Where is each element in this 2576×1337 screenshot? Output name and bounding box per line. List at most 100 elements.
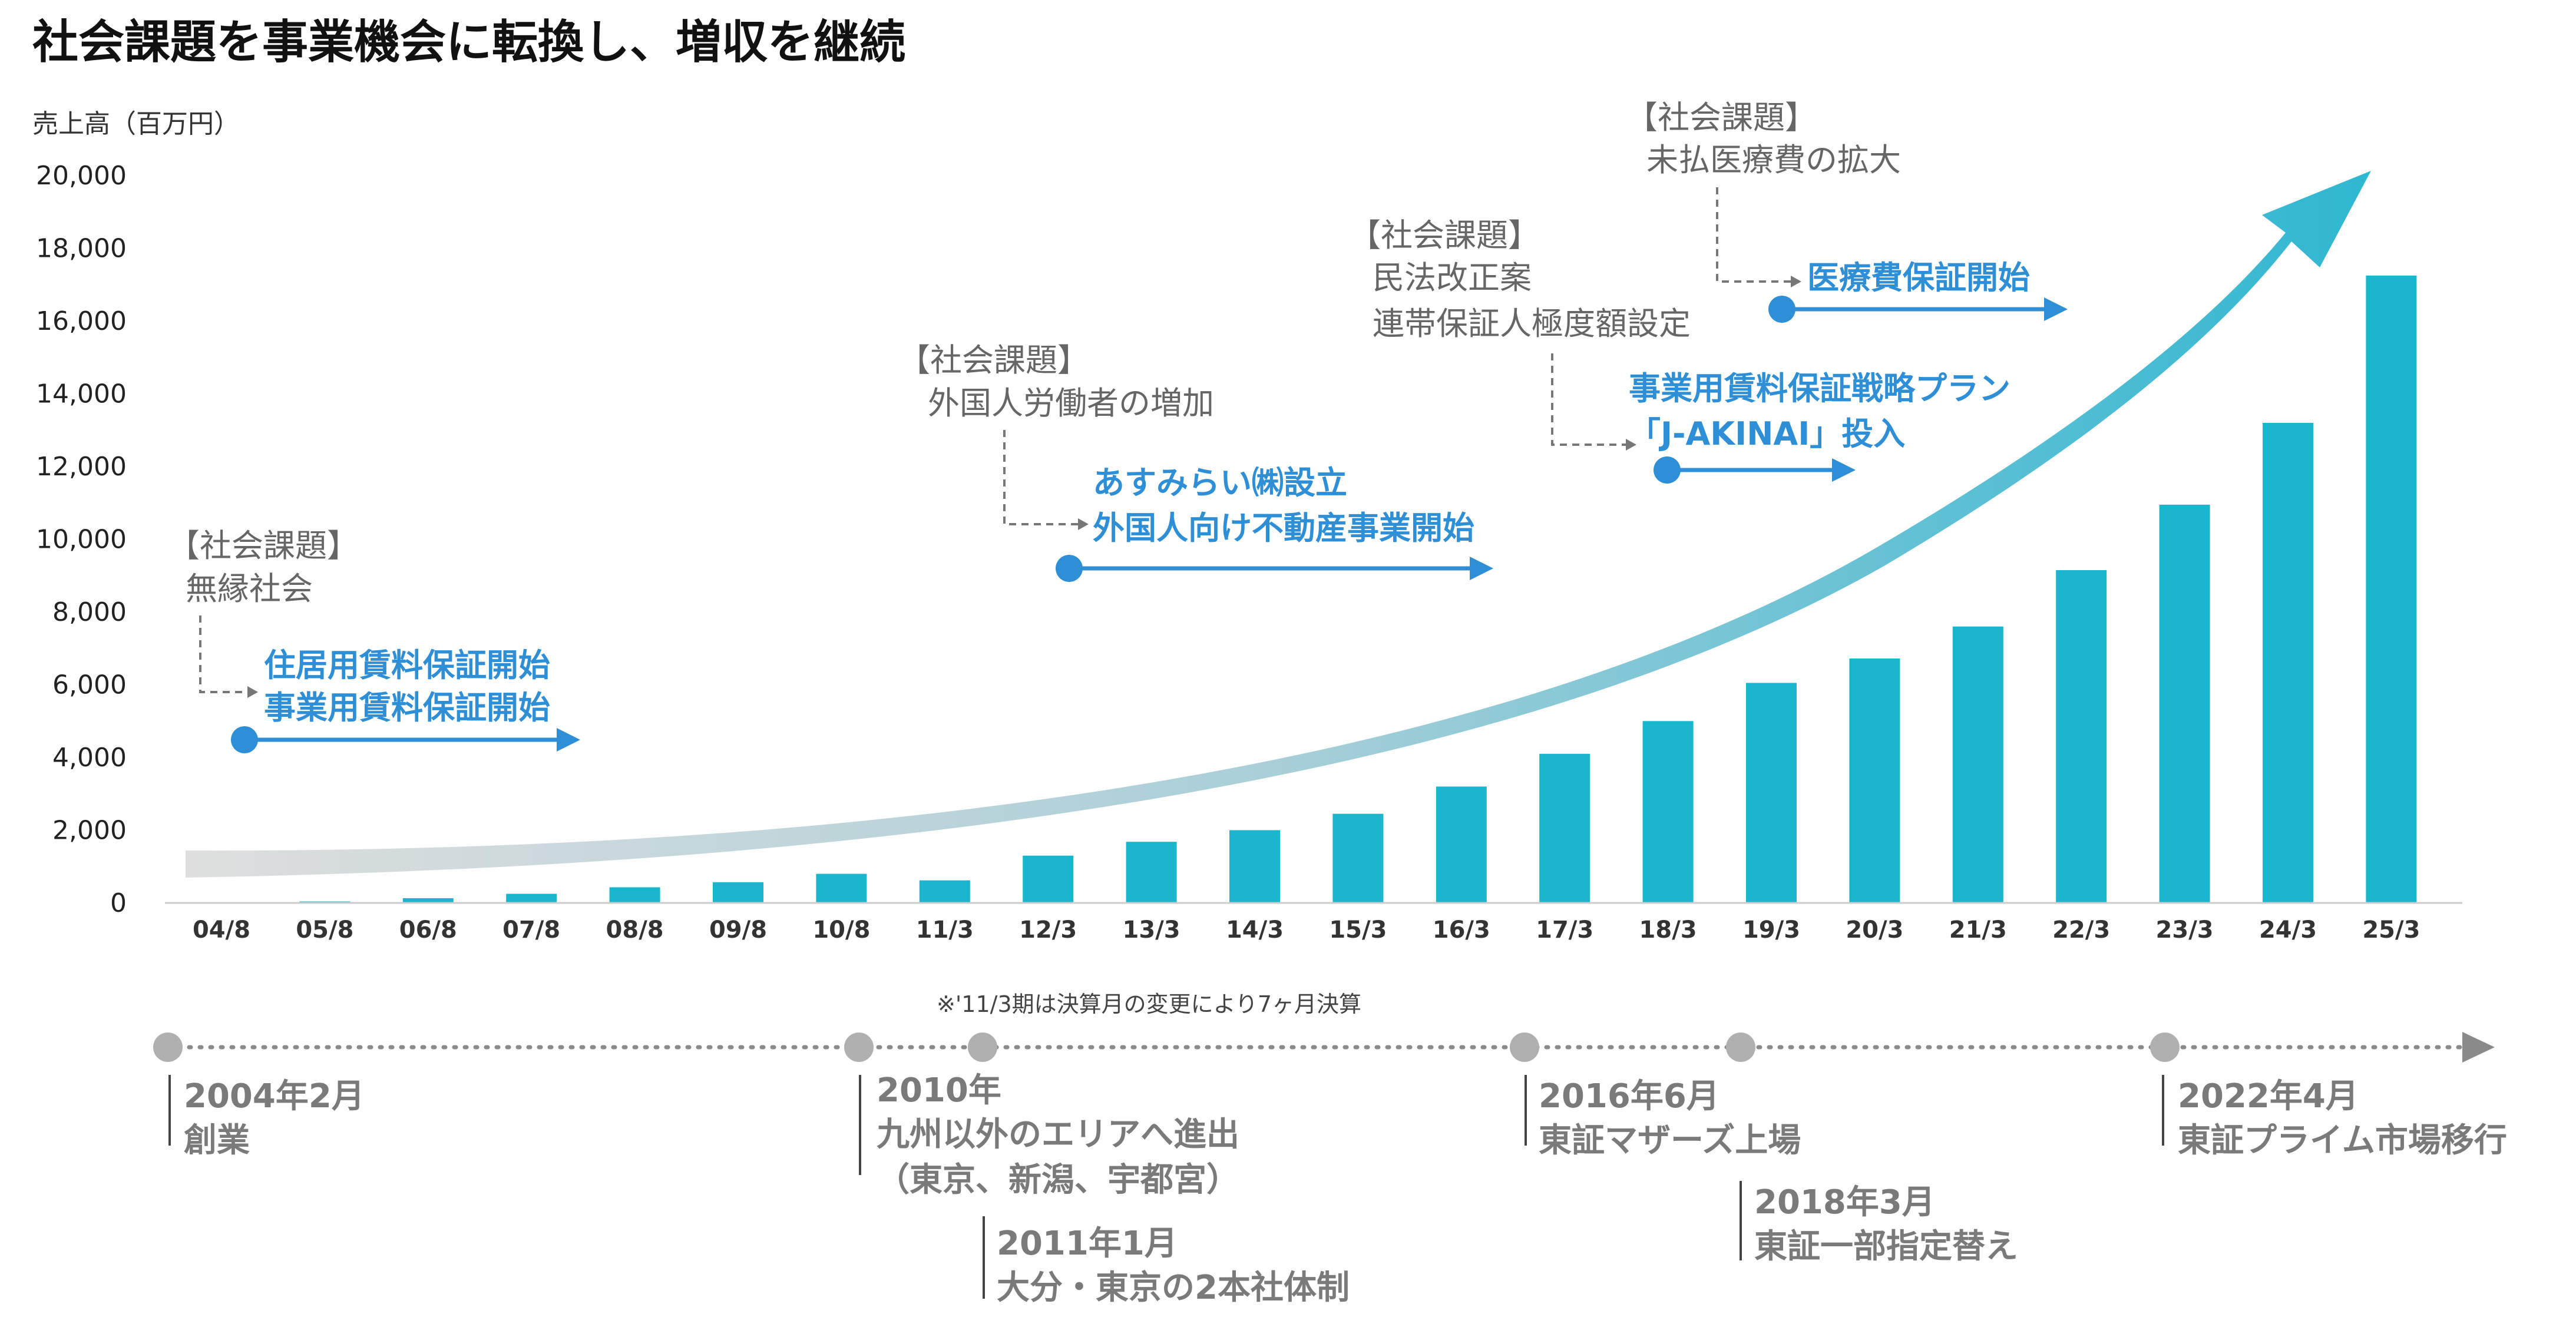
x-tick-label: 24/3 [2259,916,2317,944]
milestone-text: 創業 [184,1121,250,1160]
x-tick-label: 10/8 [812,916,870,944]
event-text: 事業用賃料保証開始 [264,689,550,726]
milestone-6: 2022年4月 東証プライム市場移行 [2162,1075,2507,1160]
y-tick-label: 20,000 [36,161,127,191]
footnote: ※'11/3期は決算月の変更により7ヶ月決算 [937,991,1361,1017]
event-dot-icon [231,726,258,753]
y-tick-label: 14,000 [36,379,127,409]
issue-header: 【社会課題】 [168,527,359,564]
bar-06-8 [402,898,454,903]
timeline-arrow-icon [2462,1032,2495,1063]
bar-15-3 [1332,813,1384,903]
milestone-date: 2010年 [877,1071,1001,1110]
x-tick-label: 09/8 [709,916,767,944]
milestone-date: 2004年2月 [184,1077,365,1116]
y-tick-label: 2,000 [52,816,127,846]
x-tick-label: 19/3 [1742,916,1800,944]
bar-20-3 [1849,658,1900,903]
timeline-dot-icon [1726,1032,1755,1062]
bars [196,275,2417,903]
x-tick-label: 18/3 [1639,916,1697,944]
bar-22-3 [2056,570,2107,903]
y-tick-label: 6,000 [52,670,127,700]
bar-21-3 [1952,626,2003,903]
x-tick-label: 22/3 [2052,916,2110,944]
milestone-date: 2022年4月 [2178,1077,2359,1116]
x-axis-ticks: 04/8 05/8 06/8 07/8 08/8 09/8 10/8 11/3 12/3 13/3… [193,916,2420,944]
issue-text: 民法改正案 [1373,259,1532,296]
milestone-text: 東証一部指定替え [1754,1227,2018,1266]
timeline-dot-icon [153,1032,183,1062]
milestone-text: 九州以外のエリアへ進出 [877,1116,1239,1154]
bar-09-8 [713,882,763,903]
milestone-date: 2018年3月 [1754,1183,1935,1222]
bar-16-3 [1436,786,1487,903]
x-tick-label: 05/8 [296,916,353,944]
bar-24-3 [2263,422,2313,903]
event-text: あすみらい㈱設立 [1093,464,1347,501]
y-tick-label: 4,000 [52,743,127,773]
x-tick-label: 15/3 [1329,916,1387,944]
annotation-3: 【社会課題】 民法改正案 連帯保証人極度額設定 事業用賃料保証戦略プラン 「J-… [1349,217,2010,484]
x-tick-label: 20/3 [1846,916,1903,944]
chart-title: 社会課題を事業機会に転換し、増収を継続 [32,16,905,69]
timeline-dot-icon [968,1032,997,1062]
y-axis-label: 売上高（百万円） [32,109,240,139]
bar-19-3 [1746,683,1797,903]
event-text: 外国人向け不動産事業開始 [1093,509,1474,547]
issue-header: 【社会課題】 [898,342,1089,379]
timeline-dot-icon [844,1032,874,1062]
issue-header: 【社会課題】 [1349,217,1540,254]
event-dot-icon [1654,456,1681,484]
bar-08-8 [609,887,660,903]
milestone-text: 東証マザーズ上場 [1539,1121,1801,1160]
x-tick-label: 08/8 [606,916,664,944]
event-text: 住居用賃料保証開始 [264,647,550,684]
bar-12-3 [1023,855,1074,903]
event-text: 事業用賃料保証戦略プラン [1629,370,2010,407]
bar-10-8 [816,873,867,903]
event-text: 医療費保証開始 [1807,259,2030,296]
y-tick-label: 18,000 [36,234,127,264]
x-tick-label: 04/8 [193,916,250,944]
x-tick-label: 17/3 [1536,916,1593,944]
milestone-text: 大分・東京の2本社体制 [997,1269,1350,1307]
annotation-1: 【社会課題】 無縁社会 住居用賃料保証開始 事業用賃料保証開始 [168,527,580,753]
x-tick-label: 21/3 [1949,916,2007,944]
bar-14-3 [1229,830,1280,903]
milestone-date: 2011年1月 [997,1225,1178,1263]
milestone-3: 2011年1月 大分・東京の2本社体制 [983,1216,1350,1307]
x-tick-label: 14/3 [1226,916,1284,944]
issue-text: 無縁社会 [186,570,313,607]
y-tick-label: 10,000 [36,525,127,555]
milestone-date: 2016年6月 [1539,1077,1719,1116]
milestone-4: 2016年6月 東証マザーズ上場 [1525,1075,1801,1160]
x-tick-label: 25/3 [2362,916,2420,944]
x-tick-label: 06/8 [399,916,457,944]
bar-25-3 [2366,275,2417,903]
x-tick-label: 12/3 [1019,916,1077,944]
bar-11-3 [919,880,970,903]
timeline: 2004年2月 創業 2010年 九州以外のエリアへ進出 （東京、新潟、宇都宮）… [153,1032,2507,1307]
milestone-2: 2010年 九州以外のエリアへ進出 （東京、新潟、宇都宮） [859,1071,1239,1199]
x-tick-label: 23/3 [2156,916,2214,944]
y-axis-ticks: 0 2,000 4,000 6,000 8,000 10,000 12,000 14,000 1… [36,161,127,918]
milestone-5: 2018年3月 東証一部指定替え [1740,1181,2018,1266]
x-tick-label: 16/3 [1433,916,1490,944]
event-dot-icon [1056,555,1083,582]
y-tick-label: 8,000 [52,597,127,627]
x-tick-label: 13/3 [1123,916,1180,944]
y-tick-label: 16,000 [36,306,127,336]
bar-18-3 [1642,721,1694,903]
annotation-4: 【社会課題】 未払医療費の拡大 医療費保証開始 [1626,99,2068,323]
issue-text: 外国人労働者の増加 [928,385,1214,422]
milestone-text: 東証プライム市場移行 [2178,1121,2507,1160]
event-dot-icon [1768,296,1795,323]
x-tick-label: 07/8 [502,916,560,944]
annotation-2: 【社会課題】 外国人労働者の増加 あすみらい㈱設立 外国人向け不動産事業開始 [898,342,1493,582]
bar-07-8 [506,893,557,903]
x-tick-label: 11/3 [916,916,974,944]
event-text: 「J-AKINAI」投入 [1629,415,1905,452]
bar-17-3 [1539,753,1590,903]
milestone-text: （東京、新潟、宇都宮） [877,1161,1239,1199]
